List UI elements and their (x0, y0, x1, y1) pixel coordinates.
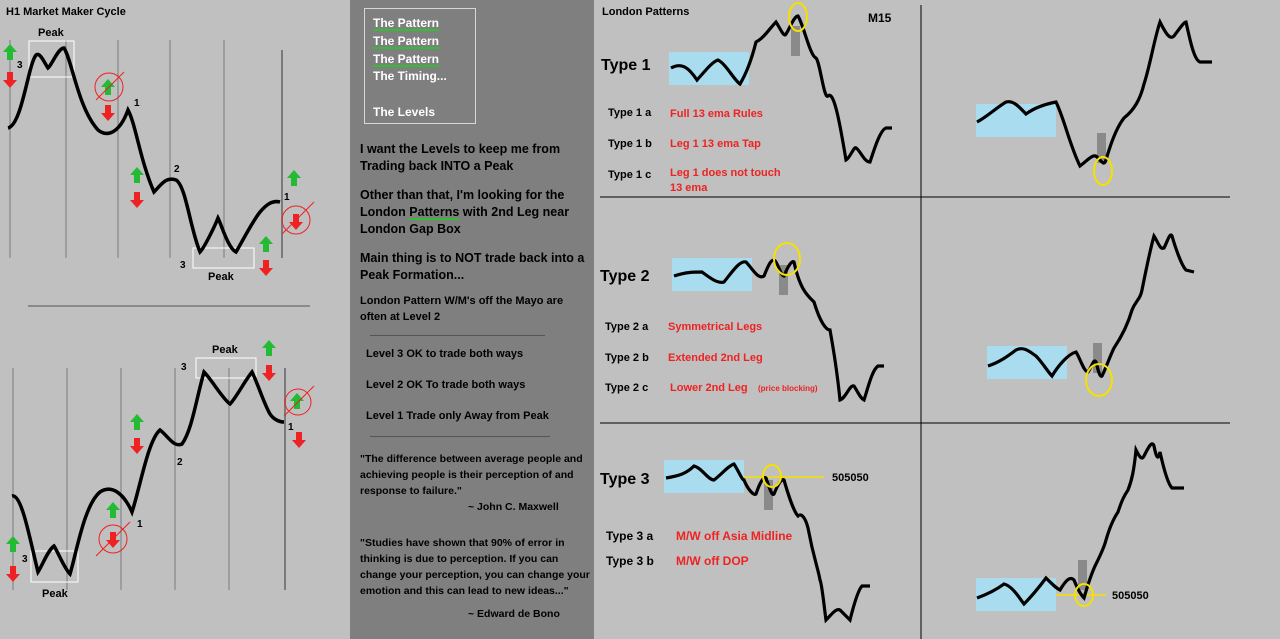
quote-de-bono: "Studies have shown that 90% of error in… (360, 535, 590, 599)
level-3-label: 3 (22, 554, 28, 565)
sell-arrow-icon (101, 105, 115, 121)
sell-arrow-icon (130, 192, 144, 208)
divider (370, 335, 545, 336)
london-gap-box (976, 104, 1056, 137)
type-3b-label: Type 3 b (606, 554, 654, 568)
type-3b-desc: M/W off DOP (676, 554, 749, 568)
no-trade-circle-icon (95, 72, 124, 101)
menu-item-pattern[interactable]: The Pattern (373, 34, 439, 48)
menu-item-pattern[interactable]: The Pattern (373, 16, 439, 30)
quote-author: ~ John C. Maxwell (468, 501, 559, 513)
level-1-label: 1 (137, 519, 143, 530)
level-3-label: 3 (181, 362, 187, 373)
type-3-section: Type 3 Type 3 a M/W off Asia Midline Typ… (600, 460, 870, 620)
note-london-patterns: Other than that, I'm looking for the Lon… (360, 187, 588, 238)
buy-arrow-icon (106, 502, 120, 518)
patterns-title: London Patterns (602, 6, 689, 18)
peak-label: Peak (42, 588, 69, 600)
sell-arrow-icon (289, 214, 303, 230)
peak-label: Peak (212, 344, 239, 356)
type-1c-desc2: 13 ema (670, 182, 708, 194)
type-2b-desc: Extended 2nd Leg (668, 352, 763, 364)
london-patterns-panel: London Patterns M15 Type 1 Type 1 a Full… (594, 0, 1280, 639)
level-3-label: 3 (17, 60, 23, 71)
type-3-title: Type 3 (600, 471, 650, 488)
level-2-label: 2 (174, 164, 180, 175)
topic-menu: The Pattern The Pattern The Pattern The … (364, 8, 476, 124)
sell-arrow-icon (259, 260, 273, 276)
level-2-label: 2 (177, 457, 183, 468)
sell-arrow-icon (6, 566, 20, 582)
type-1c-label: Type 1 c (608, 169, 651, 181)
level-1-label: 1 (288, 422, 294, 433)
type-1b-label: Type 1 b (608, 138, 652, 150)
type-2a-desc: Symmetrical Legs (668, 321, 762, 333)
menu-item-pattern[interactable]: The Pattern (373, 52, 439, 66)
level-1-label: 1 (134, 98, 140, 109)
note-main-thing: Main thing is to NOT trade back into a P… (360, 250, 588, 284)
patterns-link[interactable]: Patterns (409, 205, 459, 219)
menu-item-timing[interactable]: The Timing... (373, 69, 447, 83)
cycle-title: H1 Market Maker Cycle (6, 6, 126, 18)
peak-label: Peak (38, 27, 65, 39)
buy-arrow-icon (262, 340, 276, 356)
no-trade-circle-icon (282, 202, 314, 234)
buy-arrow-icon (3, 44, 17, 60)
type-2-variant (987, 235, 1194, 396)
type-1-variant (976, 22, 1212, 185)
buy-arrow-icon (130, 167, 144, 183)
no-trade-circle-icon (284, 386, 314, 416)
note-levels: I want the Levels to keep me from Tradin… (360, 141, 588, 175)
top-cycle-chart: Peak Peak 3 1 2 3 1 (3, 27, 314, 283)
market-maker-cycle-diagram: H1 Market Maker Cycle Peak Peak 3 1 2 3 … (0, 0, 350, 639)
buy-arrow-icon (290, 393, 304, 409)
level-1-label: 1 (284, 192, 290, 203)
level-2-rule: Level 2 OK To trade both ways (366, 377, 525, 393)
type-1-title: Type 1 (601, 57, 651, 74)
buy-arrow-icon (6, 536, 20, 552)
peak-label: Peak (208, 271, 235, 283)
divider (370, 436, 550, 437)
type-2c-note: (price blocking) (758, 384, 818, 393)
type-2c-desc: Lower 2nd Leg (670, 382, 748, 394)
type-1a-desc: Full 13 ema Rules (670, 108, 763, 120)
level-3-label: 3 (180, 260, 186, 271)
menu-item-levels[interactable]: The Levels (373, 105, 435, 119)
type-2-section: Type 2 Type 2 a Symmetrical Legs Type 2 … (600, 243, 884, 400)
quote-author: ~ Edward de Bono (468, 608, 560, 620)
notes-panel: The Pattern The Pattern The Pattern The … (350, 0, 594, 639)
type-1b-desc: Leg 1 13 ema Tap (670, 138, 761, 150)
quote-maxwell: "The difference between average people a… (360, 451, 590, 499)
type-2-title: Type 2 (600, 268, 650, 285)
type-3a-label: Type 3 a (606, 529, 653, 543)
sell-arrow-icon (3, 72, 17, 88)
type-1c-desc: Leg 1 does not touch (670, 167, 781, 179)
level-1-rule: Level 1 Trade only Away from Peak (366, 408, 549, 424)
type-1a-label: Type 1 a (608, 107, 652, 119)
type-1-section: Type 1 Type 1 a Full 13 ema Rules Type 1… (601, 3, 892, 194)
london-patterns-diagram: London Patterns M15 Type 1 Type 1 a Full… (594, 0, 1280, 639)
buy-arrow-icon (259, 236, 273, 252)
buy-arrow-icon (130, 414, 144, 430)
sell-arrow-icon (130, 438, 144, 454)
note-mayo: London Pattern W/M's off the Mayo are of… (360, 293, 588, 325)
level-3-rule: Level 3 OK to trade both ways (366, 346, 523, 362)
bottom-cycle-chart: Peak Peak 3 3 2 1 1 (6, 340, 314, 600)
timeframe-label: M15 (868, 11, 892, 25)
type-3a-desc: M/W off Asia Midline (676, 529, 793, 543)
sell-arrow-icon (262, 365, 276, 381)
sell-arrow-icon (292, 432, 306, 448)
buy-arrow-icon (287, 170, 301, 186)
type-3-variant: 505050 (976, 444, 1184, 611)
market-maker-cycle-panel: H1 Market Maker Cycle Peak Peak 3 1 2 3 … (0, 0, 350, 639)
level-505050-label: 505050 (832, 472, 869, 484)
no-trade-circle-icon (96, 522, 130, 556)
type-2a-label: Type 2 a (605, 321, 649, 333)
type-2b-label: Type 2 b (605, 352, 649, 364)
level-505050-label: 505050 (1112, 590, 1149, 602)
type-2c-label: Type 2 c (605, 382, 648, 394)
